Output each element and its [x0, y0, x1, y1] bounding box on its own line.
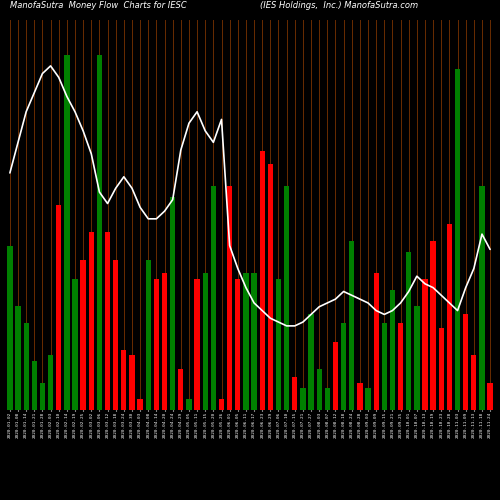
- Bar: [324, 388, 330, 410]
- Text: (IES Holdings,  Inc.) ManofaSutra.com: (IES Holdings, Inc.) ManofaSutra.com: [260, 2, 418, 11]
- Bar: [227, 186, 232, 410]
- Bar: [366, 388, 370, 410]
- Bar: [48, 356, 53, 410]
- Bar: [170, 197, 175, 410]
- Text: ManofaSutra  Money Flow  Charts for IESC: ManofaSutra Money Flow Charts for IESC: [10, 2, 186, 11]
- Bar: [398, 322, 403, 410]
- Bar: [56, 205, 62, 410]
- Bar: [252, 274, 256, 410]
- Bar: [430, 240, 436, 410]
- Bar: [7, 246, 12, 410]
- Bar: [471, 356, 476, 410]
- Bar: [422, 279, 428, 410]
- Bar: [130, 356, 134, 410]
- Bar: [374, 274, 379, 410]
- Bar: [194, 279, 200, 410]
- Bar: [162, 274, 167, 410]
- Bar: [138, 399, 143, 410]
- Bar: [414, 306, 420, 410]
- Bar: [308, 314, 314, 410]
- Bar: [72, 279, 78, 410]
- Bar: [447, 224, 452, 410]
- Bar: [219, 399, 224, 410]
- Bar: [24, 322, 29, 410]
- Bar: [244, 274, 248, 410]
- Bar: [146, 260, 151, 410]
- Bar: [121, 350, 126, 410]
- Bar: [40, 382, 45, 410]
- Bar: [463, 314, 468, 410]
- Bar: [276, 279, 281, 410]
- Bar: [105, 232, 110, 410]
- Bar: [455, 68, 460, 410]
- Bar: [97, 55, 102, 410]
- Bar: [357, 382, 362, 410]
- Bar: [64, 55, 70, 410]
- Bar: [113, 260, 118, 410]
- Bar: [80, 260, 86, 410]
- Bar: [341, 322, 346, 410]
- Bar: [316, 369, 322, 410]
- Bar: [32, 361, 37, 410]
- Bar: [480, 186, 484, 410]
- Bar: [300, 388, 306, 410]
- Bar: [349, 240, 354, 410]
- Bar: [202, 274, 208, 410]
- Bar: [88, 232, 94, 410]
- Bar: [382, 322, 387, 410]
- Bar: [333, 342, 338, 410]
- Bar: [292, 377, 298, 410]
- Bar: [390, 290, 395, 410]
- Bar: [186, 399, 192, 410]
- Bar: [406, 252, 411, 410]
- Bar: [438, 328, 444, 410]
- Bar: [260, 150, 265, 410]
- Bar: [154, 279, 159, 410]
- Bar: [210, 186, 216, 410]
- Bar: [178, 369, 184, 410]
- Bar: [16, 306, 20, 410]
- Bar: [488, 382, 493, 410]
- Bar: [235, 279, 240, 410]
- Bar: [268, 164, 273, 410]
- Bar: [284, 186, 290, 410]
